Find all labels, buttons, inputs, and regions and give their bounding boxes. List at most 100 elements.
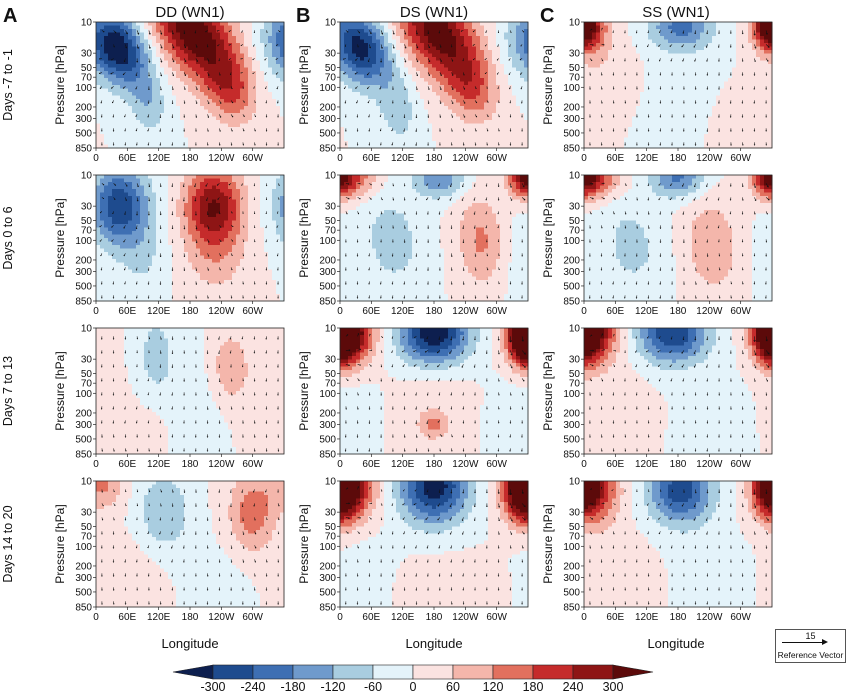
heatmap-cell — [396, 99, 401, 103]
heatmap-cell — [276, 144, 281, 149]
heatmap-cell — [224, 71, 229, 75]
wind-vector-head — [403, 130, 405, 132]
heatmap-cell — [116, 67, 121, 72]
heatmap-cell — [768, 78, 773, 82]
heatmap-cell — [508, 137, 513, 142]
heatmap-cell — [696, 67, 701, 72]
heatmap-cell — [148, 106, 153, 110]
heatmap-cell — [364, 50, 369, 54]
heatmap-cell — [96, 88, 101, 93]
heatmap-cell — [512, 134, 517, 138]
heatmap-cell — [212, 78, 217, 82]
heatmap-cell — [172, 78, 177, 82]
heatmap-cell — [228, 85, 233, 89]
heatmap-cell — [156, 127, 161, 131]
heatmap-cell — [672, 67, 677, 72]
heatmap-cell — [660, 25, 665, 30]
heatmap-cell — [344, 130, 349, 135]
heatmap-cell — [392, 74, 397, 79]
heatmap-cell — [168, 134, 173, 138]
heatmap-cell — [232, 141, 237, 145]
heatmap-cell — [388, 81, 393, 86]
heatmap-cell — [168, 29, 173, 33]
wind-vector-head — [428, 88, 430, 90]
heatmap-cell — [648, 53, 653, 58]
heatmap-cell — [668, 22, 673, 26]
wind-vector-head — [160, 74, 163, 77]
heatmap-cell — [752, 88, 757, 93]
heatmap-cell — [236, 99, 241, 103]
heatmap-cell — [420, 78, 425, 82]
heatmap-cell — [232, 71, 237, 75]
heatmap-cell — [268, 102, 273, 107]
heatmap-cell — [432, 85, 437, 89]
heatmap-cell — [244, 32, 249, 37]
heatmap-cell — [232, 106, 237, 110]
heatmap-cell — [144, 39, 149, 44]
heatmap-cell — [252, 116, 257, 121]
heatmap-cell — [440, 116, 445, 121]
heatmap-cell — [200, 71, 205, 75]
heatmap-cell — [508, 64, 513, 68]
heatmap-cell — [280, 74, 285, 79]
heatmap-cell — [596, 81, 601, 86]
heatmap-cell — [620, 43, 625, 47]
heatmap-cell — [584, 64, 589, 68]
heatmap-cell — [412, 32, 417, 37]
wind-vector-head — [240, 72, 242, 74]
heatmap-cell — [352, 67, 357, 72]
heatmap-cell — [636, 88, 641, 93]
heatmap-cell — [428, 22, 433, 26]
heatmap-cell — [204, 32, 209, 37]
wind-vector-head — [475, 101, 478, 104]
heatmap-cell — [196, 113, 201, 117]
wind-vector-head — [123, 101, 125, 103]
heatmap-cell — [372, 60, 377, 65]
wind-vector — [195, 86, 198, 90]
wind-vector-head — [486, 87, 488, 89]
heatmap-cell — [280, 50, 285, 54]
heatmap-cell — [420, 60, 425, 65]
heatmap-cell — [224, 137, 229, 142]
heatmap-cell — [504, 95, 509, 100]
heatmap-cell — [684, 85, 689, 89]
heatmap-cell — [124, 106, 129, 110]
heatmap-cell — [492, 92, 497, 96]
heatmap-cell — [100, 109, 105, 114]
heatmap-cell — [500, 60, 505, 65]
heatmap-cell — [352, 127, 357, 131]
heatmap-cell — [488, 81, 493, 86]
heatmap-cell — [396, 57, 401, 61]
heatmap-cell — [472, 106, 477, 110]
heatmap-cell — [160, 39, 165, 44]
heatmap-cell — [452, 22, 457, 26]
heatmap-cell — [256, 130, 261, 135]
wind-vector-head — [195, 102, 198, 104]
heatmap-cell — [520, 81, 525, 86]
heatmap-cell — [760, 81, 765, 86]
heatmap-cell — [352, 57, 357, 61]
heatmap-cell — [200, 127, 205, 131]
heatmap-cell — [424, 92, 429, 96]
heatmap-cell — [512, 32, 517, 37]
heatmap-cell — [108, 29, 113, 33]
heatmap-cell — [188, 50, 193, 54]
heatmap-cell — [380, 109, 385, 114]
heatmap-cell — [504, 25, 509, 30]
heatmap-cell — [652, 85, 657, 89]
heatmap-cell — [764, 53, 769, 58]
heatmap-cell — [728, 53, 733, 58]
heatmap-cell — [748, 81, 753, 86]
heatmap-cell — [420, 127, 425, 131]
wind-vector-head — [451, 116, 454, 118]
heatmap-cell — [372, 134, 377, 138]
heatmap-cell — [104, 144, 109, 149]
heatmap-cell — [152, 64, 157, 68]
heatmap-cell — [424, 109, 429, 114]
heatmap-cell — [728, 36, 733, 40]
heatmap-cell — [280, 127, 285, 131]
heatmap-cell — [368, 137, 373, 142]
heatmap-cell — [520, 123, 525, 128]
heatmap-cell — [136, 120, 141, 124]
heatmap-cell — [436, 144, 441, 149]
